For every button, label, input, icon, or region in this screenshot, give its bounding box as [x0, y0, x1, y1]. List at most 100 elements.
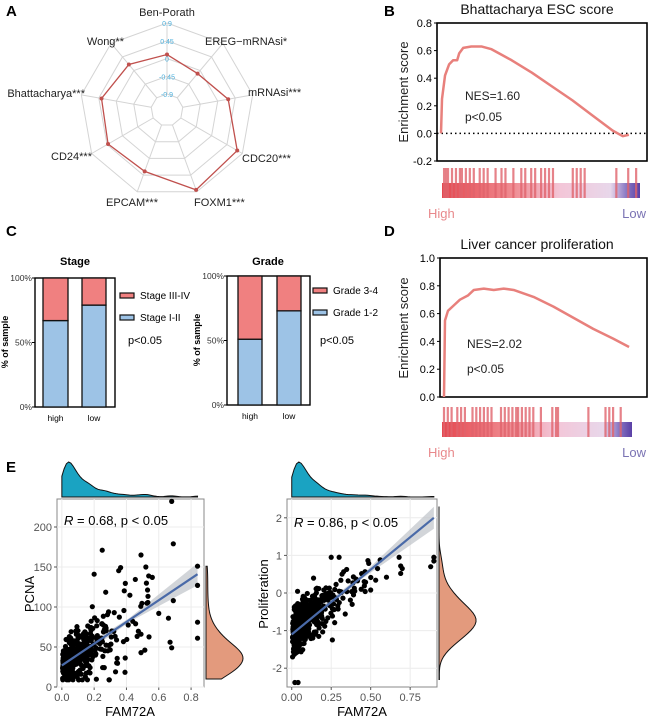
scatter-point — [77, 641, 83, 647]
scatter-point — [303, 605, 309, 611]
scatter-point — [106, 642, 112, 649]
scatter-point — [358, 586, 364, 592]
gene-hit-line — [464, 168, 467, 198]
scatter-point — [170, 598, 176, 604]
gene-hit-line — [463, 407, 466, 437]
scatter-point — [314, 585, 320, 591]
x-tick-label: 0.25 — [320, 692, 341, 704]
y-tick-label: 50% — [207, 336, 224, 346]
y-tick-label: 0% — [20, 402, 33, 412]
scatter-point — [345, 578, 351, 584]
y-tick-label: 0.4 — [420, 336, 435, 348]
radar-axis-label: Wong** — [87, 36, 125, 48]
legend-label: Grade 3-4 — [333, 286, 378, 297]
scatter-point — [290, 635, 296, 641]
x-tick-label: high — [47, 413, 63, 423]
gsea-plot-frame — [436, 22, 648, 162]
scatter-point — [368, 587, 374, 593]
scatter-point — [116, 614, 122, 620]
gene-hit-line — [515, 407, 518, 437]
scatter-point — [315, 621, 321, 627]
gene-hit-line — [575, 168, 578, 198]
scatter-point — [323, 591, 329, 597]
gene-hit-line — [442, 168, 446, 198]
panel-letter-a: A — [6, 3, 17, 20]
scatter-point — [68, 635, 74, 641]
scatter-point — [170, 541, 176, 547]
scatter-point — [313, 590, 319, 596]
x-tick-label: high — [242, 411, 258, 421]
scatter-point — [302, 610, 308, 617]
gene-hit-line — [532, 407, 535, 437]
scatter-point — [329, 637, 335, 643]
y-tick-label: 100 — [34, 602, 52, 614]
scatter-point — [399, 565, 405, 572]
bar-segment — [276, 275, 302, 312]
radar-axis-label: CD24*** — [51, 151, 93, 163]
scatter-point — [75, 655, 82, 661]
gene-hit-line — [460, 407, 463, 437]
scatter-point — [295, 635, 301, 641]
gsea-plot-frame — [439, 257, 648, 398]
scatter-point — [307, 597, 313, 603]
scatter-point — [305, 632, 311, 638]
legend-swatch — [312, 287, 328, 294]
scatter-point — [138, 552, 144, 558]
y-tick-label: 0 — [46, 682, 52, 694]
scatter-point — [311, 600, 317, 606]
gene-hit-line — [551, 168, 555, 198]
gene-hit-line — [547, 168, 551, 198]
gene-hit-line — [471, 407, 474, 437]
radar-axis-label: CDC20*** — [242, 153, 292, 165]
legend-swatch — [312, 309, 328, 316]
gene-hit-line — [456, 407, 459, 437]
y-tick-label: 0.2 — [420, 364, 435, 376]
scatter-point — [108, 634, 114, 640]
gene-hit-line — [504, 168, 507, 198]
scatter-point — [144, 587, 151, 593]
scatter-left-annotation: R = 0.68, p < 0.05 — [64, 513, 168, 528]
scatter-point — [310, 575, 317, 581]
scatter-right-annotation: R = 0.86, p < 0.05 — [294, 515, 398, 530]
scatter-point — [313, 629, 319, 635]
y-tick-label: 50 — [40, 642, 52, 654]
radar-tick-label: -0.9 — [161, 92, 173, 99]
scatter-point — [341, 569, 347, 575]
scatter-right-ylabel: Proliferation — [256, 559, 271, 628]
scatter-point — [307, 602, 313, 608]
y-tick-label: -1 — [272, 626, 282, 638]
r-value: = 0.68, p < 0.05 — [73, 513, 168, 528]
r-symbol: R — [294, 515, 303, 530]
scatter-point — [94, 623, 100, 629]
scatter-point — [122, 655, 128, 661]
y-tick-label: 0.6 — [420, 309, 435, 321]
scatter-point — [83, 670, 89, 676]
radar-grid-ring — [115, 57, 219, 159]
y-marginal-density — [205, 565, 244, 680]
radar-tick-label: 0.9 — [162, 21, 172, 28]
stage-ylabel: % of sample — [0, 316, 10, 369]
radar-spoke — [176, 43, 224, 99]
radar-grid-ring — [80, 22, 254, 193]
scatter-point — [291, 606, 297, 613]
bar-segment — [42, 277, 69, 322]
gene-hit-line — [499, 407, 503, 437]
scatter-point — [118, 565, 124, 571]
scatter-point — [82, 651, 88, 657]
scatter-point — [431, 558, 437, 564]
scatter-point — [347, 597, 353, 603]
gene-hit-line — [583, 168, 586, 198]
scatter-point — [349, 601, 355, 607]
scatter-point — [338, 577, 344, 583]
scatter-point — [64, 671, 70, 677]
y-tick-label: -2 — [272, 663, 282, 675]
gene-hit-line — [556, 407, 560, 437]
gsea-d-title: Liver cancer proliferation — [460, 236, 613, 252]
y-tick-label: 0.8 — [420, 281, 435, 293]
scatter-point — [89, 604, 95, 610]
gene-hit-line — [534, 168, 537, 198]
gene-hit-line — [540, 168, 543, 198]
scatter-point — [99, 621, 105, 627]
gene-hit-line — [503, 407, 506, 437]
